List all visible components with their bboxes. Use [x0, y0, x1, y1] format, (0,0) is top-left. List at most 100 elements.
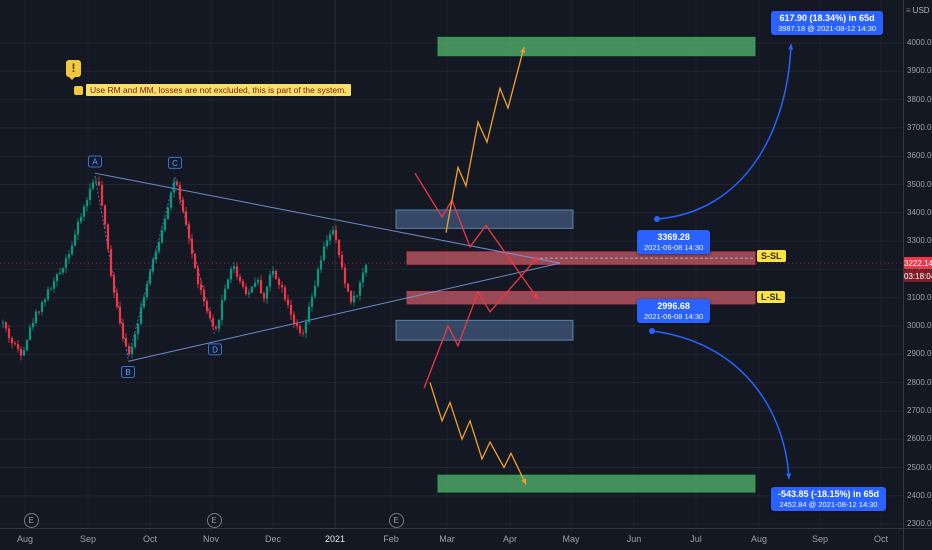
price-axis-label: 3800.00 — [907, 94, 932, 104]
pattern-point-A[interactable] — [88, 155, 102, 168]
pattern-points[interactable]: A B C D — [88, 155, 222, 379]
price-axis-label: 2800.00 — [907, 377, 932, 387]
gridlines — [0, 0, 903, 528]
time-axis-month-label: Apr — [502, 534, 517, 544]
time-axis-month-label: Nov — [202, 534, 219, 544]
axis-corner — [903, 528, 932, 550]
zones[interactable] — [395, 36, 756, 493]
upper-target-change: 617.90 (18.34%) in 65d — [779, 13, 875, 23]
pattern-point-B[interactable] — [121, 366, 135, 379]
projection-orange-up-path[interactable] — [445, 47, 525, 233]
currency-selector[interactable]: ≡ USD — [906, 6, 930, 15]
lower-target-change: -543.85 (-18.15%) in 65d — [778, 489, 880, 499]
price-axis-label: 3700.00 — [907, 122, 932, 132]
pattern-point-D[interactable] — [208, 343, 222, 356]
price-axis-label: 2900.00 — [907, 349, 932, 359]
price-axis-label: 4000.00 — [907, 38, 932, 47]
zone-resistance-zone[interactable] — [395, 209, 574, 229]
price-axis-label: 3000.00 — [907, 321, 932, 330]
arrowhead-icon — [521, 478, 526, 485]
time-axis-month-label: Aug — [16, 534, 33, 544]
time-axis-month-label: Jul — [690, 534, 702, 544]
arrowhead-icon — [532, 256, 538, 263]
price-axis-label: 2300.00 — [907, 519, 932, 529]
lower-level-badge[interactable]: 2996.68 2021-06-08 14:30 — [637, 299, 711, 323]
price-axis-label: 3400.00 — [907, 207, 932, 217]
up_target_curve[interactable] — [656, 43, 792, 220]
candles — [1, 176, 368, 361]
time-axis-month-label: Feb — [383, 534, 399, 544]
projection-red-down-path[interactable] — [414, 172, 539, 300]
price-axis-label: 2400.00 — [907, 490, 932, 500]
price-axis-label: 3100.00 — [907, 292, 932, 302]
time-axis-month-label: Aug — [750, 534, 767, 544]
scale-menu-icon: ≡ — [906, 6, 911, 15]
time-axis-month-label: Oct — [873, 534, 888, 544]
down_target_curve-anchor-dot[interactable] — [649, 328, 655, 334]
price-axis-label: 2700.00 — [907, 405, 932, 415]
arrowhead-icon — [788, 44, 794, 50]
arrowhead-icon — [532, 293, 538, 300]
short-stoploss-label[interactable]: S-SL — [757, 250, 786, 262]
warning-note[interactable]: Use RM and MM, losses are not excluded, … — [74, 84, 351, 96]
level-lines — [0, 257, 903, 264]
price-axis-label: 2500.00 — [907, 462, 932, 472]
time-axis-month-label: Dec — [264, 534, 281, 544]
note-icon — [74, 85, 83, 95]
lower-level-time: 2021-06-08 14:30 — [644, 312, 704, 321]
abcd-connector — [94, 175, 216, 359]
lower-target-price-time: 2452.84 @ 2021-08-12 14:30 — [779, 500, 878, 509]
zone-target-zone-upper[interactable] — [437, 36, 756, 57]
price-axis-label: 3900.00 — [907, 66, 932, 76]
upper-level-price: 3369.28 — [657, 232, 690, 242]
target-curves[interactable] — [649, 43, 794, 480]
triangle-lower[interactable] — [127, 262, 561, 362]
earnings-marker[interactable]: E — [206, 513, 222, 528]
note-label: Use RM and MM, losses are not excluded, … — [86, 84, 351, 96]
pattern-point-C[interactable] — [168, 156, 182, 169]
price-axis-label: 3500.00 — [907, 179, 932, 189]
pattern-point-label: A — [92, 158, 98, 167]
bar-countdown-badge: 03:18:04 — [904, 270, 932, 282]
projection-red-down[interactable] — [414, 172, 539, 300]
price-axis-label: 3600.00 — [907, 151, 932, 161]
projection-orange-up[interactable] — [445, 47, 526, 233]
time-axis-year-label: 2021 — [324, 534, 346, 544]
arrowhead-icon — [520, 47, 526, 54]
currency-label: USD — [912, 6, 930, 15]
zone-target-zone-lower[interactable] — [437, 474, 756, 493]
time-axis-month-label: Sep — [811, 534, 828, 544]
time-axis[interactable]: Aug Sep Oct Nov Dec 2021 Feb Mar Apr May Jun Jul Aug… — [0, 528, 932, 550]
current-price-badge[interactable]: 3222.14 — [904, 257, 932, 269]
time-axis-month-label: Jun — [626, 534, 642, 544]
time-axis-month-label: May — [562, 534, 580, 544]
down_target_curve[interactable] — [651, 330, 790, 480]
zone-support-zone[interactable] — [395, 319, 574, 341]
pattern-point-label: D — [212, 345, 218, 354]
price-axis-label: 3300.00 — [907, 236, 932, 246]
lower-target-badge[interactable]: -543.85 (-18.15%) in 65d 2452.84 @ 2021-… — [771, 487, 887, 511]
long-stoploss-label[interactable]: L-SL — [757, 291, 785, 303]
earnings-marker[interactable]: E — [388, 513, 404, 528]
pattern-point-label: C — [172, 159, 178, 168]
up_target_curve-anchor-dot[interactable] — [654, 216, 660, 222]
projection-orange-down[interactable] — [429, 382, 527, 485]
projection-red-up-path[interactable] — [423, 256, 539, 389]
time-axis-month-label: Sep — [79, 534, 96, 544]
upper-target-price-time: 3987.18 @ 2021-08-12 14:30 — [778, 24, 877, 33]
time-axis-month-label: Oct — [142, 534, 157, 544]
upper-level-badge[interactable]: 3369.28 2021-06-08 14:30 — [637, 230, 711, 254]
arrowhead-icon — [786, 473, 792, 479]
time-axis-month-label: Mar — [439, 534, 455, 544]
price-axis-label: 2600.00 — [907, 434, 932, 444]
projection-red-up[interactable] — [423, 256, 539, 389]
lower-level-price: 2996.68 — [657, 301, 690, 311]
upper-level-time: 2021-06-08 14:30 — [644, 243, 704, 252]
projection-orange-down-path[interactable] — [429, 382, 527, 485]
price-axis[interactable]: ≡ USD 3222.14 03:18:04 4000.00 3900.00 380… — [903, 0, 932, 528]
earnings-marker[interactable]: E — [23, 513, 39, 528]
upper-target-badge[interactable]: 617.90 (18.34%) in 65d 3987.18 @ 2021-08… — [771, 11, 884, 35]
warning-callout-icon[interactable]: ! — [66, 60, 81, 80]
